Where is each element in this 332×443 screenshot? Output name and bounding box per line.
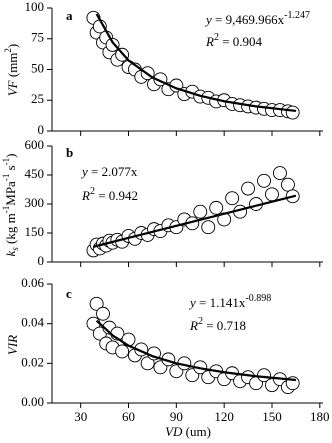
fit-curve xyxy=(95,13,297,113)
eq-part: = 2.077x xyxy=(88,164,138,179)
panel-label: b xyxy=(66,145,73,160)
point xyxy=(241,181,256,196)
y-axis-label: ks (kg m-1MPa-1 s-1) xyxy=(1,154,20,257)
label-part: VD xyxy=(165,424,183,439)
r2-part: 2 xyxy=(90,186,95,197)
r2-part: = 0.942 xyxy=(95,188,138,203)
equation: y = 2.077x xyxy=(80,164,138,179)
y-tick-label: 300 xyxy=(25,195,45,210)
y-tick-label: 25 xyxy=(31,91,44,106)
label-part: (kg m xyxy=(3,213,18,247)
point xyxy=(285,105,300,120)
point xyxy=(265,187,279,202)
point xyxy=(280,177,295,192)
eq-part: -1.247 xyxy=(284,10,310,21)
y-tick-label: 75 xyxy=(31,30,44,45)
point xyxy=(201,220,216,235)
point xyxy=(89,296,104,311)
eq-part: y xyxy=(204,12,212,27)
y-tick-label: 0.04 xyxy=(21,315,44,330)
y-tick-label: 100 xyxy=(25,0,45,14)
r2-part: R xyxy=(205,34,214,49)
y-tick-label: 0.00 xyxy=(21,394,44,409)
point xyxy=(115,344,130,359)
panel-label: a xyxy=(66,8,73,23)
point xyxy=(193,204,208,219)
point xyxy=(105,37,120,52)
label-part: -1 xyxy=(1,174,11,182)
point xyxy=(257,368,271,383)
point xyxy=(273,166,287,181)
label-part: s xyxy=(3,165,18,173)
x-tick-label: 120 xyxy=(214,409,234,424)
eq-part: = 9,469.966x xyxy=(212,12,285,27)
label-part: VIR xyxy=(5,335,20,355)
eq-part: -0.898 xyxy=(245,293,271,304)
point xyxy=(225,191,240,206)
y-tick-label: 0 xyxy=(38,122,45,137)
x-tick-label: 150 xyxy=(262,409,282,424)
label-part: MPa xyxy=(3,181,18,206)
equation: y = 1.141x-0.898 xyxy=(188,293,271,310)
r-squared: R2 = 0.904 xyxy=(205,32,263,49)
label-part: s xyxy=(10,247,20,251)
r-squared: R2 = 0.718 xyxy=(189,316,246,333)
x-tick-label: 60 xyxy=(122,409,135,424)
y-tick-label: 0 xyxy=(38,253,45,268)
eq-part: = 1.141x xyxy=(196,295,246,310)
point xyxy=(121,332,136,347)
y-tick-label: 150 xyxy=(25,224,45,239)
x-axis-label: VD (um) xyxy=(165,424,211,439)
marks: 0 25 50 75 100 0 150 300 450 600 0.00 0.02 0.04 0.06 3… xyxy=(21,0,329,424)
y-axis-label: VF (mm2) xyxy=(3,44,20,97)
y-tick-label: 600 xyxy=(25,137,45,152)
eq-part: y xyxy=(80,164,88,179)
label-part: (mm xyxy=(5,53,20,81)
point xyxy=(140,356,155,371)
label-part: (um) xyxy=(182,424,211,439)
x-tick-label: 90 xyxy=(170,409,183,424)
label-part: ) xyxy=(5,44,20,48)
fit-curve xyxy=(95,319,297,382)
panel-label: c xyxy=(66,286,72,301)
label-part: VF xyxy=(5,79,20,96)
r2-part: = 0.718 xyxy=(203,318,246,333)
fit-curve xyxy=(93,194,297,248)
y-tick-label: 0.06 xyxy=(21,275,44,290)
r2-part: 2 xyxy=(198,316,203,327)
label-part: -1 xyxy=(1,206,11,214)
x-tick-label: 30 xyxy=(74,409,87,424)
r2-part: R xyxy=(81,188,90,203)
label-part: k xyxy=(3,250,18,256)
point xyxy=(96,306,110,321)
x-tick-label: 180 xyxy=(310,409,330,424)
r2-part: R xyxy=(189,318,198,333)
r-squared: R2 = 0.942 xyxy=(81,186,138,203)
label-part: 2 xyxy=(3,48,13,53)
point xyxy=(257,173,271,188)
point xyxy=(209,200,224,215)
r2-part: = 0.904 xyxy=(219,34,263,49)
r2-part: 2 xyxy=(214,32,219,43)
label-part: ) xyxy=(3,154,18,158)
y-tick-label: 0.02 xyxy=(21,354,44,369)
label-part: -1 xyxy=(1,158,11,166)
y-tick-label: 450 xyxy=(25,166,45,181)
eq-part: y xyxy=(188,295,196,310)
y-tick-label: 50 xyxy=(31,60,44,75)
y-axis-label: VIR xyxy=(5,335,20,355)
equation: y = 9,469.966x-1.247 xyxy=(204,10,310,27)
